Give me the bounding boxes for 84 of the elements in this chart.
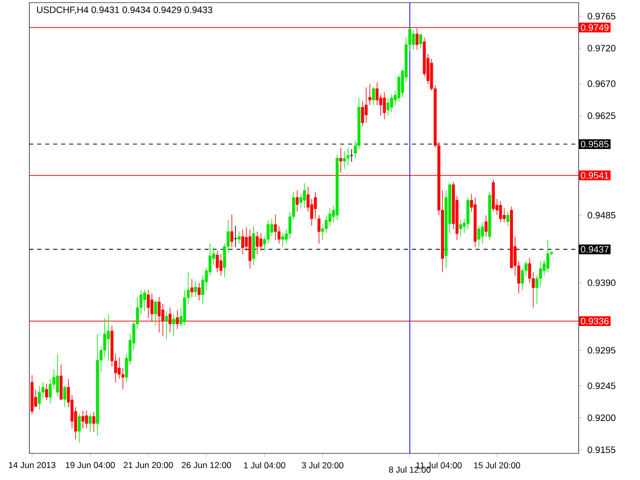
candlestick	[230, 214, 234, 248]
ref-line-label: 0.9749	[580, 24, 609, 31]
candlestick	[376, 82, 379, 106]
x-tick-label: 15 Jul 20:00	[474, 462, 520, 468]
candlestick	[63, 385, 66, 408]
candlestick	[386, 98, 390, 116]
candlestick	[154, 300, 158, 326]
x-tick-label: 1 Jul 04:00	[244, 462, 286, 468]
candlestick	[281, 232, 284, 248]
y-tick-label: 0.9625	[588, 112, 616, 119]
candlestick	[60, 364, 63, 400]
candlestick	[419, 34, 422, 48]
candlestick	[477, 226, 480, 248]
candlestick	[88, 413, 92, 432]
candlestick	[85, 410, 88, 429]
candlestick	[296, 190, 299, 212]
candlestick	[302, 182, 306, 208]
x-tick-label: 3 Jul 20:00	[302, 462, 344, 468]
candlestick	[499, 200, 502, 223]
candlestick	[342, 150, 346, 170]
y-tick-label: 0.9720	[588, 44, 616, 52]
candlestick	[412, 30, 415, 50]
candlestick	[372, 86, 375, 106]
candlestick	[172, 314, 176, 336]
candlestick	[350, 148, 354, 162]
candlestick	[382, 92, 386, 120]
y-tick-label: 0.9670	[588, 80, 616, 87]
y-tick-label: 0.9155	[588, 446, 616, 454]
candlestick	[106, 314, 110, 362]
candlestick	[466, 197, 470, 230]
x-tick-label: 26 Jun 12:00	[182, 462, 231, 468]
candlestick	[328, 208, 332, 226]
candlestick	[321, 224, 324, 240]
candlestick	[143, 290, 146, 312]
candlestick	[274, 214, 277, 240]
candlestick	[241, 229, 244, 255]
candlestick	[270, 218, 274, 237]
candlestick	[121, 368, 124, 390]
candlestick	[45, 383, 48, 400]
candlestick	[539, 261, 542, 287]
candlestick	[238, 231, 241, 244]
candlestick	[506, 211, 510, 226]
candlestick	[339, 147, 342, 173]
candlestick	[190, 278, 194, 298]
candlestick	[81, 410, 84, 429]
candlestick	[546, 240, 550, 272]
candlestick	[259, 232, 262, 252]
candlestick	[459, 220, 462, 237]
candlestick	[216, 250, 219, 272]
candlestick	[318, 214, 320, 244]
candlestick	[164, 310, 168, 340]
candlestick	[56, 353, 59, 397]
candlestick	[480, 222, 484, 244]
y-tick-label: 0.9295	[588, 346, 616, 354]
chart-title: USDCHF,H4 0.9431 0.9434 0.9429 0.9433	[37, 6, 212, 14]
candlestick	[278, 226, 280, 244]
candlestick	[364, 86, 368, 124]
candlestick	[219, 254, 222, 276]
y-tick-label: 0.9390	[588, 279, 616, 286]
y-tick-label: 0.9245	[588, 382, 616, 390]
candlestick	[38, 385, 41, 410]
x-tick-label: 19 Jun 04:00	[66, 462, 115, 468]
candlestick	[314, 191, 317, 220]
ref-line-label: 0.9585	[580, 140, 609, 148]
ref-line-label: 0.9336	[580, 318, 609, 324]
candlestick	[78, 413, 81, 444]
candlestick	[390, 94, 394, 112]
x-tick-label: 8 Jul 12:00	[389, 466, 431, 473]
candlestick	[92, 412, 96, 432]
candlestick	[502, 208, 506, 223]
candlestick	[256, 231, 259, 255]
x-tick-label: 21 Jun 20:00	[124, 462, 173, 468]
candlestick	[361, 101, 364, 127]
ref-line-label: 0.9437	[580, 246, 609, 253]
y-tick-label: 0.9485	[588, 212, 616, 218]
candlestick	[198, 282, 201, 301]
y-tick-label: 0.9200	[588, 414, 616, 422]
y-tick-label: 0.9765	[588, 12, 616, 20]
candlestick	[484, 214, 488, 237]
candlestick	[146, 290, 150, 319]
candlestick	[346, 147, 350, 166]
x-tick-label: 14 Jun 2013	[8, 462, 56, 468]
candlestick	[194, 280, 197, 298]
ref-line-label: 0.9541	[580, 172, 609, 179]
